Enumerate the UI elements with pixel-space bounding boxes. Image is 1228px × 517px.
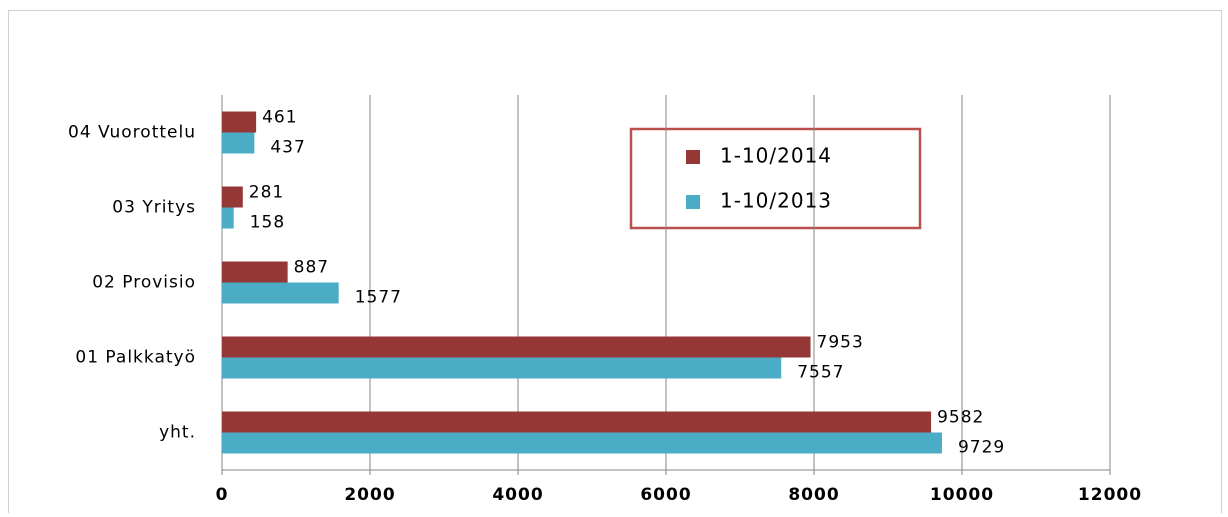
- data-label: 9729: [958, 438, 1005, 458]
- legend-label: 1-10/2014: [720, 144, 832, 168]
- y-tick-label: 01 Palkkatyö: [75, 348, 196, 368]
- chart-frame: [8, 10, 1222, 517]
- data-label: 437: [270, 138, 305, 158]
- bar: [222, 411, 932, 433]
- data-label: 7953: [817, 333, 864, 353]
- bar: [222, 357, 782, 379]
- legend-label: 1-10/2013: [720, 189, 832, 213]
- x-tick-label: 2000: [344, 485, 395, 505]
- bar: [222, 432, 942, 454]
- x-tick-label: 8000: [788, 485, 839, 505]
- bar: [222, 336, 811, 358]
- data-label: 1577: [355, 288, 402, 308]
- bar: [222, 111, 257, 133]
- y-tick-label: 03 Yritys: [112, 198, 196, 218]
- legend-box: [629, 127, 922, 230]
- x-tick-label: 10000: [930, 485, 994, 505]
- bar: [222, 207, 234, 229]
- bar: [222, 186, 243, 208]
- legend-swatch: [686, 195, 700, 209]
- data-label: 887: [294, 258, 329, 278]
- bar: [222, 132, 255, 154]
- x-tick-label: 0: [216, 485, 229, 505]
- y-tick-label: 02 Provisio: [92, 273, 196, 293]
- x-tick-label: 12000: [1078, 485, 1142, 505]
- data-label: 461: [262, 108, 297, 128]
- y-tick-label: 04 Vuorottelu: [68, 123, 196, 143]
- data-label: 7557: [797, 363, 844, 383]
- data-label: 158: [250, 213, 285, 233]
- y-tick-label: yht.: [159, 423, 196, 443]
- bar: [222, 261, 288, 283]
- legend-swatch: [686, 150, 700, 164]
- bar: [222, 282, 339, 304]
- data-label: 281: [249, 183, 284, 203]
- x-tick-label: 6000: [640, 485, 691, 505]
- x-tick-label: 4000: [492, 485, 543, 505]
- data-label: 9582: [937, 408, 984, 428]
